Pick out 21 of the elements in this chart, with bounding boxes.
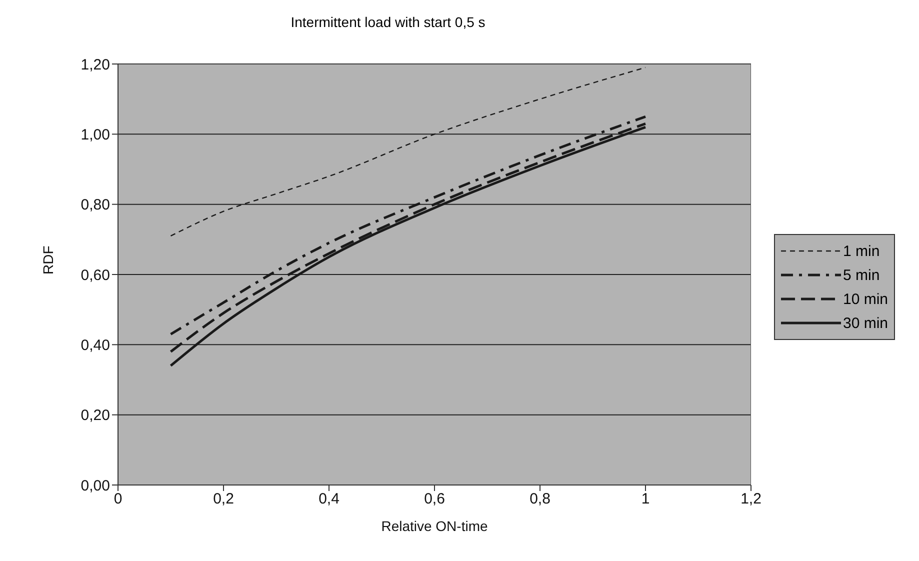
y-tick-label: 0,20 [80,407,110,424]
y-tick-label: 1,00 [80,126,110,144]
legend-label: 5 min [843,266,880,284]
x-tick-label: 0,8 [530,490,550,508]
y-tick-label: 0,80 [80,196,110,214]
x-tick-label: 0 [114,490,122,508]
legend-label: 30 min [843,314,888,332]
y-tick-label: 0,60 [80,266,110,284]
x-tick-label: 1 [641,490,650,508]
legend-label: 10 min [843,290,888,308]
chart-title: Intermittent load with start 0,5 s [290,14,486,30]
x-tick-label: 1,2 [740,490,762,508]
x-tick-label: 0,4 [318,490,340,508]
y-tick-label: 0,00 [80,477,110,494]
y-tick-label: 0,40 [80,336,110,354]
x-tick-label: 0,2 [213,490,234,508]
y-tick-label: 1,20 [80,56,110,74]
x-axis-title: Relative ON-time [381,518,488,534]
y-axis-title: RDF [40,246,56,274]
x-tick-label: 0,6 [424,490,445,508]
legend-label: 1 min [843,242,880,260]
